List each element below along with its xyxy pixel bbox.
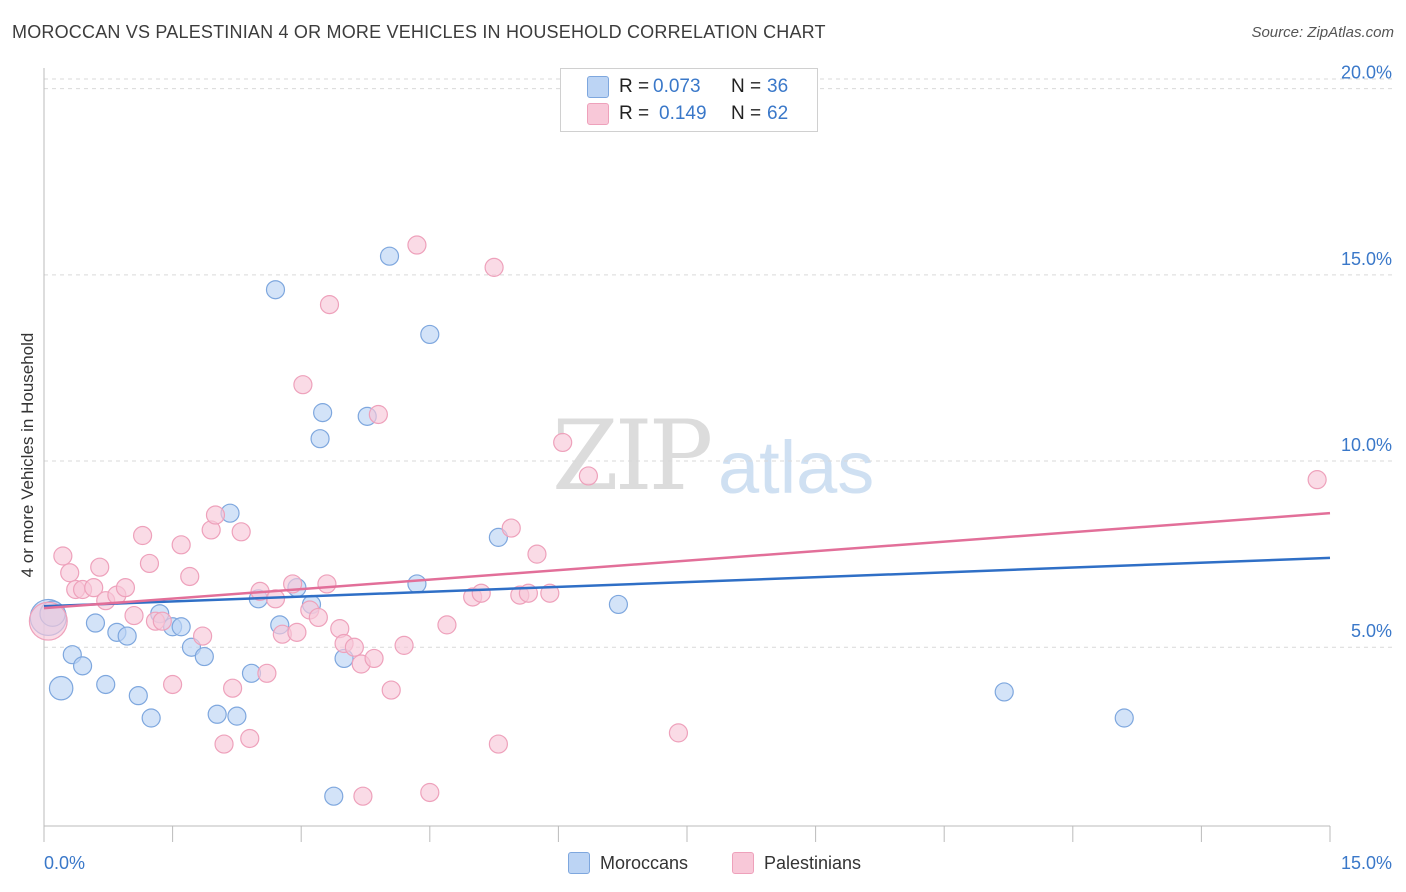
palestinian-point (124, 605, 144, 626)
correlation-legend: R = 0.073 N = 36 R = 0.149 N = 62 (560, 68, 818, 132)
palestinian-point (471, 583, 491, 603)
palestinian-point (368, 404, 388, 425)
palestinian-point (540, 583, 560, 603)
moroccan-point (313, 403, 333, 423)
series-legend-moroccans[interactable]: Moroccans (568, 852, 688, 874)
x-tick-label: 0.0% (44, 853, 85, 873)
palestinian-point (527, 544, 547, 564)
y-tick-label: 10.0% (1341, 435, 1392, 455)
palestinian-point (394, 635, 414, 655)
palestinian-point (344, 637, 364, 657)
palestinian-point (132, 525, 153, 546)
palestinian-point (319, 295, 340, 315)
moroccan-point (227, 706, 247, 726)
legend-n-label: N = (731, 103, 762, 124)
palestinian-point (317, 574, 337, 594)
palestinian-point (163, 674, 183, 695)
swatch-palestinians (732, 852, 754, 874)
moroccan-point (324, 786, 344, 806)
palestinian-point (90, 557, 110, 577)
palestinian-point (214, 734, 234, 754)
palestinian-point (152, 611, 172, 631)
palestinian-point (353, 786, 373, 806)
palestinian-point (115, 578, 136, 598)
palestinian-point (84, 578, 104, 598)
palestinian-trend-line (43, 511, 1331, 610)
palestinian-point (1307, 470, 1327, 490)
moroccan-point (420, 324, 440, 345)
series-legend-palestinians[interactable]: Palestinians (732, 852, 861, 874)
moroccan-point (379, 246, 400, 266)
legend-n-label: N = (731, 76, 762, 97)
moroccan-point (994, 682, 1014, 702)
palestinian-point (171, 535, 191, 555)
series-legend-label: Palestinians (764, 852, 862, 873)
moroccan-point (48, 675, 74, 701)
palestinian-point (193, 626, 213, 646)
moroccan-point (85, 613, 106, 633)
legend-r-value: 0.149 (659, 103, 707, 124)
palestinian-point (287, 622, 307, 642)
palestinian-point (437, 615, 457, 635)
legend-n-value: 62 (767, 103, 789, 124)
palestinian-point (205, 505, 226, 525)
moroccan-point (117, 626, 137, 646)
moroccan-point (194, 646, 214, 667)
palestinian-point (240, 728, 260, 749)
moroccan-point (207, 704, 227, 724)
legend-r-label: R = (619, 103, 650, 124)
watermark-zip: ZIP (552, 400, 713, 512)
moroccan-point (407, 574, 427, 594)
source-label: Source: ZipAtlas.com (1251, 24, 1394, 41)
palestinian-point (180, 566, 200, 587)
swatch-moroccans (568, 852, 590, 874)
series-legend-label: Moroccans (600, 852, 689, 873)
palestinian-point (501, 518, 521, 538)
moroccan-point (171, 617, 191, 637)
palestinian-point (293, 375, 313, 395)
palestinian-point (28, 601, 68, 641)
moroccan-point (1114, 708, 1134, 728)
palestinian-point (53, 546, 73, 566)
palestinian-point (231, 522, 251, 542)
palestinian-point (420, 782, 440, 803)
x-tick-label: 15.0% (1341, 853, 1392, 873)
moroccan-point (310, 429, 330, 449)
moroccan-point (96, 674, 116, 695)
palestinian-point (578, 466, 599, 486)
moroccan-point (141, 708, 161, 728)
y-tick-label: 5.0% (1351, 621, 1392, 641)
palestinian-point (668, 723, 689, 743)
palestinian-point (381, 680, 401, 700)
moroccan-trend-line (43, 556, 1331, 608)
palestinian-point (257, 663, 277, 683)
palestinian-point (407, 235, 427, 255)
palestinian-point (308, 607, 328, 628)
legend-r-value: 0.073 (653, 76, 701, 97)
moroccan-point (265, 280, 286, 300)
palestinian-point (223, 678, 243, 698)
palestinian-point (553, 432, 573, 453)
legend-r-label: R = (619, 76, 650, 97)
moroccan-point (128, 686, 148, 706)
palestinian-point (60, 563, 80, 583)
moroccan-point (608, 594, 629, 615)
palestinian-point (488, 734, 508, 754)
palestinian-point (484, 257, 504, 277)
moroccan-point (72, 656, 93, 676)
y-axis-label: 4 or more Vehicles in Household (18, 332, 37, 578)
watermark-atlas: atlas (718, 426, 875, 509)
moroccan-point (488, 527, 508, 547)
chart-title: MOROCCAN VS PALESTINIAN 4 OR MORE VEHICL… (12, 22, 826, 42)
palestinian-point (364, 648, 384, 669)
y-tick-label: 20.0% (1341, 63, 1392, 83)
palestinian-point (139, 553, 160, 574)
y-tick-label: 15.0% (1341, 249, 1392, 269)
legend-n-value: 36 (767, 76, 789, 97)
legend-swatch-moroccans (587, 76, 609, 98)
legend-swatch-palestinians (587, 103, 609, 125)
